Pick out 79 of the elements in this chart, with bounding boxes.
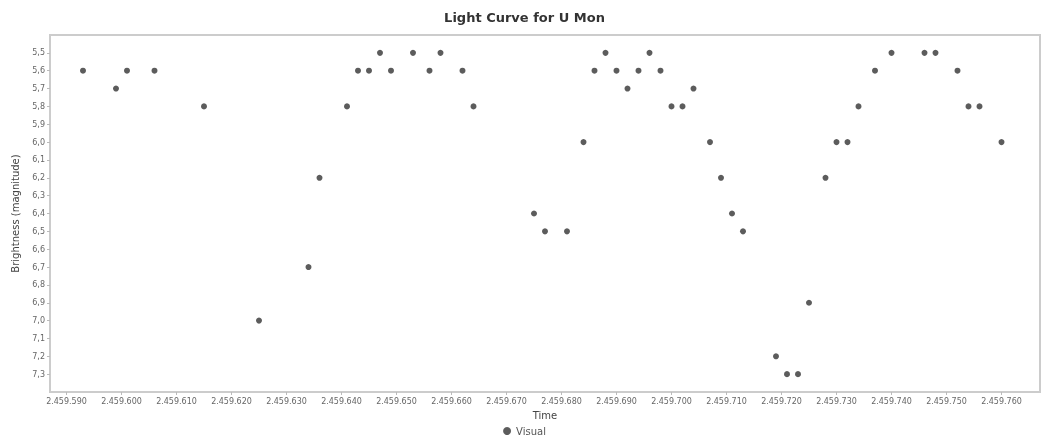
y-tick-label: 6,2: [32, 173, 45, 183]
point: [305, 264, 312, 271]
y-tick-label: 6,3: [32, 191, 45, 201]
point: [707, 139, 713, 146]
y-tick-label: 7,0: [32, 316, 45, 326]
legend-label: Visual: [516, 425, 546, 437]
y-tick-label: 6,5: [32, 226, 45, 236]
x-tick-label: 2.459.630: [266, 396, 307, 406]
point: [602, 49, 609, 56]
point: [624, 85, 631, 92]
point: [795, 371, 801, 378]
x-tick-label: 2.459.660: [431, 396, 472, 406]
point: [564, 228, 570, 235]
x-tick-label: 2.459.710: [706, 396, 747, 406]
x-tick-label: 2.459.640: [321, 396, 362, 406]
x-tick-label: 2.459.730: [816, 396, 857, 406]
point: [932, 49, 939, 56]
y-tick-label: 6,9: [32, 298, 45, 308]
point: [822, 174, 829, 181]
x-tick-label: 2.459.720: [761, 396, 802, 406]
x-tick-label: 2.459.620: [211, 396, 252, 406]
point: [256, 317, 262, 324]
y-axis-title: Brightness (magnitude): [9, 154, 21, 273]
point: [316, 174, 323, 181]
point: [784, 371, 790, 378]
y-tick-label: 5,5: [32, 48, 45, 58]
x-tick-label: 2.459.700: [651, 396, 692, 406]
point: [844, 139, 851, 146]
x-axis-title: Time: [531, 409, 558, 421]
x-tick-label: 2.459.760: [981, 396, 1022, 406]
point: [388, 67, 394, 74]
y-tick-label: 6,1: [32, 155, 45, 165]
point: [437, 49, 444, 56]
x-tick-label: 2.459.650: [376, 396, 417, 406]
y-tick-label: 6,4: [32, 209, 45, 218]
point: [806, 299, 812, 306]
y-tick-label: 7,2: [32, 351, 45, 361]
point: [646, 49, 653, 56]
y-tick-label: 5,9: [32, 119, 45, 129]
y-tick-label: 6,0: [32, 137, 45, 147]
chart-title: Light Curve for U Mon: [444, 10, 605, 25]
point: [201, 103, 207, 110]
point: [531, 210, 537, 217]
x-tick-label: 2.459.610: [156, 396, 197, 406]
point: [921, 49, 928, 56]
y-tick-label: 7,1: [32, 333, 45, 343]
point: [124, 67, 130, 74]
point: [113, 85, 119, 92]
x-tick-label: 2.459.680: [541, 396, 582, 406]
point: [580, 139, 587, 146]
point: [833, 139, 840, 146]
x-tick-label: 2.459.690: [596, 396, 637, 406]
point: [410, 49, 416, 56]
x-tick-label: 2.459.670: [486, 396, 527, 406]
point: [377, 49, 383, 56]
point: [998, 139, 1005, 146]
point: [80, 67, 86, 74]
point: [729, 210, 735, 217]
point: [888, 49, 895, 56]
point: [542, 228, 548, 235]
y-tick-label: 6,6: [32, 244, 45, 254]
point: [690, 85, 697, 92]
y-tick-label: 6,7: [32, 262, 45, 272]
x-tick-label: 2.459.750: [926, 396, 967, 406]
point: [366, 67, 372, 74]
point: [355, 67, 361, 74]
point: [718, 174, 724, 181]
x-tick-label: 2.459.740: [871, 396, 912, 406]
point: [872, 67, 878, 74]
y-tick-label: 5,6: [32, 66, 45, 76]
y-tick-label: 6,8: [32, 280, 45, 290]
x-tick-label: 2.459.590: [46, 396, 87, 406]
point: [740, 228, 746, 235]
x-tick-label: 2.459.600: [101, 396, 142, 406]
point: [344, 103, 350, 110]
y-tick-label: 7,3: [32, 369, 45, 379]
point: [773, 353, 779, 360]
y-tick-label: 5,7: [32, 84, 45, 94]
y-tick-label: 5,8: [32, 101, 45, 111]
